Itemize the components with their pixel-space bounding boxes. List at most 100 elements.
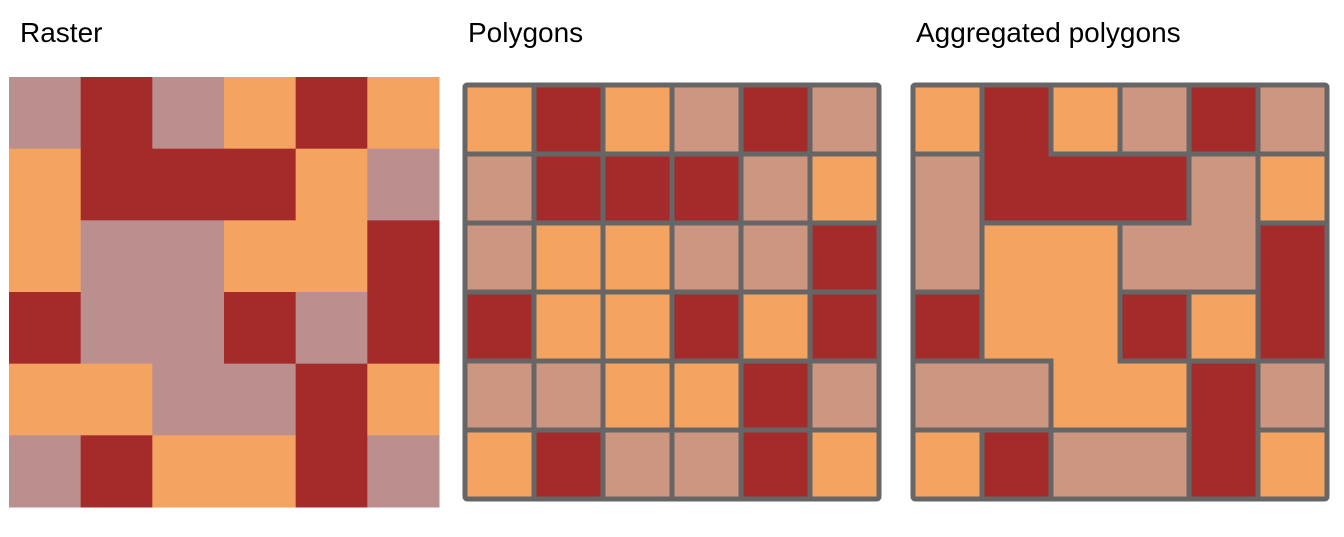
polygon-cell xyxy=(741,292,811,362)
raster-cell xyxy=(152,435,225,508)
raster-cell xyxy=(152,292,225,365)
polygon-cell xyxy=(672,430,742,500)
polygon-cell xyxy=(913,430,983,500)
polygon-cell xyxy=(1051,430,1121,500)
polygon-cell xyxy=(1051,154,1121,224)
polygon-cell xyxy=(603,85,673,155)
polygons-title: Polygons xyxy=(468,17,584,48)
raster-cell xyxy=(9,77,82,150)
raster-cell xyxy=(80,292,153,365)
polygon-cell xyxy=(1051,85,1121,155)
polygon-cell xyxy=(741,223,811,293)
raster-cell xyxy=(152,363,225,436)
polygon-cell xyxy=(1189,223,1259,293)
polygon-cell xyxy=(1189,292,1259,362)
polygon-cell xyxy=(913,361,983,431)
aggregated-polygons-grid xyxy=(910,82,1330,502)
raster-cell xyxy=(295,220,368,293)
polygon-cell xyxy=(603,154,673,224)
polygon-cell xyxy=(465,292,535,362)
polygon-cell xyxy=(1120,430,1190,500)
polygon-cell xyxy=(741,361,811,431)
polygon-cell xyxy=(672,223,742,293)
polygon-cell xyxy=(1120,292,1190,362)
raster-cell xyxy=(367,77,440,150)
polygon-cell xyxy=(465,223,535,293)
raster-cell xyxy=(295,292,368,365)
polygon-cell xyxy=(1120,85,1190,155)
polygon-cell xyxy=(982,154,1052,224)
polygon-cell xyxy=(1258,361,1328,431)
polygon-cell xyxy=(603,292,673,362)
raster-cell xyxy=(224,148,297,221)
raster-cell xyxy=(152,77,225,150)
polygon-cell xyxy=(534,85,604,155)
polygon-cell xyxy=(982,292,1052,362)
raster-cell xyxy=(152,220,225,293)
outer-border xyxy=(462,82,882,502)
raster-cell xyxy=(224,435,297,508)
polygon-cell xyxy=(1258,292,1328,362)
polygon-cell xyxy=(913,154,983,224)
polygon-cell xyxy=(1189,154,1259,224)
polygon-cell xyxy=(1051,223,1121,293)
raster-cell xyxy=(80,435,153,508)
raster-title: Raster xyxy=(20,17,103,48)
raster-cell xyxy=(295,148,368,221)
raster-cell xyxy=(9,220,82,293)
outer-border xyxy=(910,82,1330,502)
raster-cell xyxy=(295,77,368,150)
polygon-cell xyxy=(603,223,673,293)
polygon-cell xyxy=(603,430,673,500)
polygon-cell xyxy=(465,85,535,155)
polygon-cell xyxy=(1258,154,1328,224)
polygon-cell xyxy=(913,223,983,293)
polygon-cell xyxy=(1051,361,1121,431)
polygon-cell xyxy=(741,85,811,155)
polygon-cell xyxy=(741,430,811,500)
raster-cell xyxy=(9,148,82,221)
polygon-cell xyxy=(810,223,880,293)
polygon-cell xyxy=(672,292,742,362)
raster-cell xyxy=(367,292,440,365)
raster-cell xyxy=(80,363,153,436)
polygon-cell xyxy=(982,85,1052,155)
polygon-cell xyxy=(534,292,604,362)
raster-cell xyxy=(80,77,153,150)
polygon-cell xyxy=(672,85,742,155)
polygon-cell xyxy=(1189,430,1259,500)
raster-cell xyxy=(9,435,82,508)
raster-cell xyxy=(9,363,82,436)
aggregated-title: Aggregated polygons xyxy=(916,17,1181,48)
polygon-cell xyxy=(1258,430,1328,500)
polygon-cell xyxy=(741,154,811,224)
polygon-cell xyxy=(1120,154,1190,224)
polygon-cell xyxy=(672,361,742,431)
polygon-cell xyxy=(534,154,604,224)
polygon-cell xyxy=(913,292,983,362)
polygon-cell xyxy=(1258,85,1328,155)
raster-cell xyxy=(80,220,153,293)
polygon-cell xyxy=(1120,361,1190,431)
polygon-cell xyxy=(534,430,604,500)
raster-cell xyxy=(224,292,297,365)
raster-cell xyxy=(224,77,297,150)
polygon-cell xyxy=(810,85,880,155)
raster-cell xyxy=(367,363,440,436)
polygon-cell xyxy=(810,430,880,500)
polygon-cell xyxy=(1120,223,1190,293)
polygon-cell xyxy=(982,430,1052,500)
polygon-cell xyxy=(810,154,880,224)
polygon-cell xyxy=(672,154,742,224)
polygon-cell xyxy=(810,361,880,431)
polygons-grid xyxy=(462,82,882,502)
polygon-cell xyxy=(982,223,1052,293)
raster-cell xyxy=(224,220,297,293)
polygon-cell xyxy=(1189,361,1259,431)
polygon-cell xyxy=(913,85,983,155)
raster-cell xyxy=(224,363,297,436)
polygon-cell xyxy=(603,361,673,431)
raster-cell xyxy=(295,435,368,508)
polygon-cell xyxy=(465,430,535,500)
polygon-cell xyxy=(534,223,604,293)
